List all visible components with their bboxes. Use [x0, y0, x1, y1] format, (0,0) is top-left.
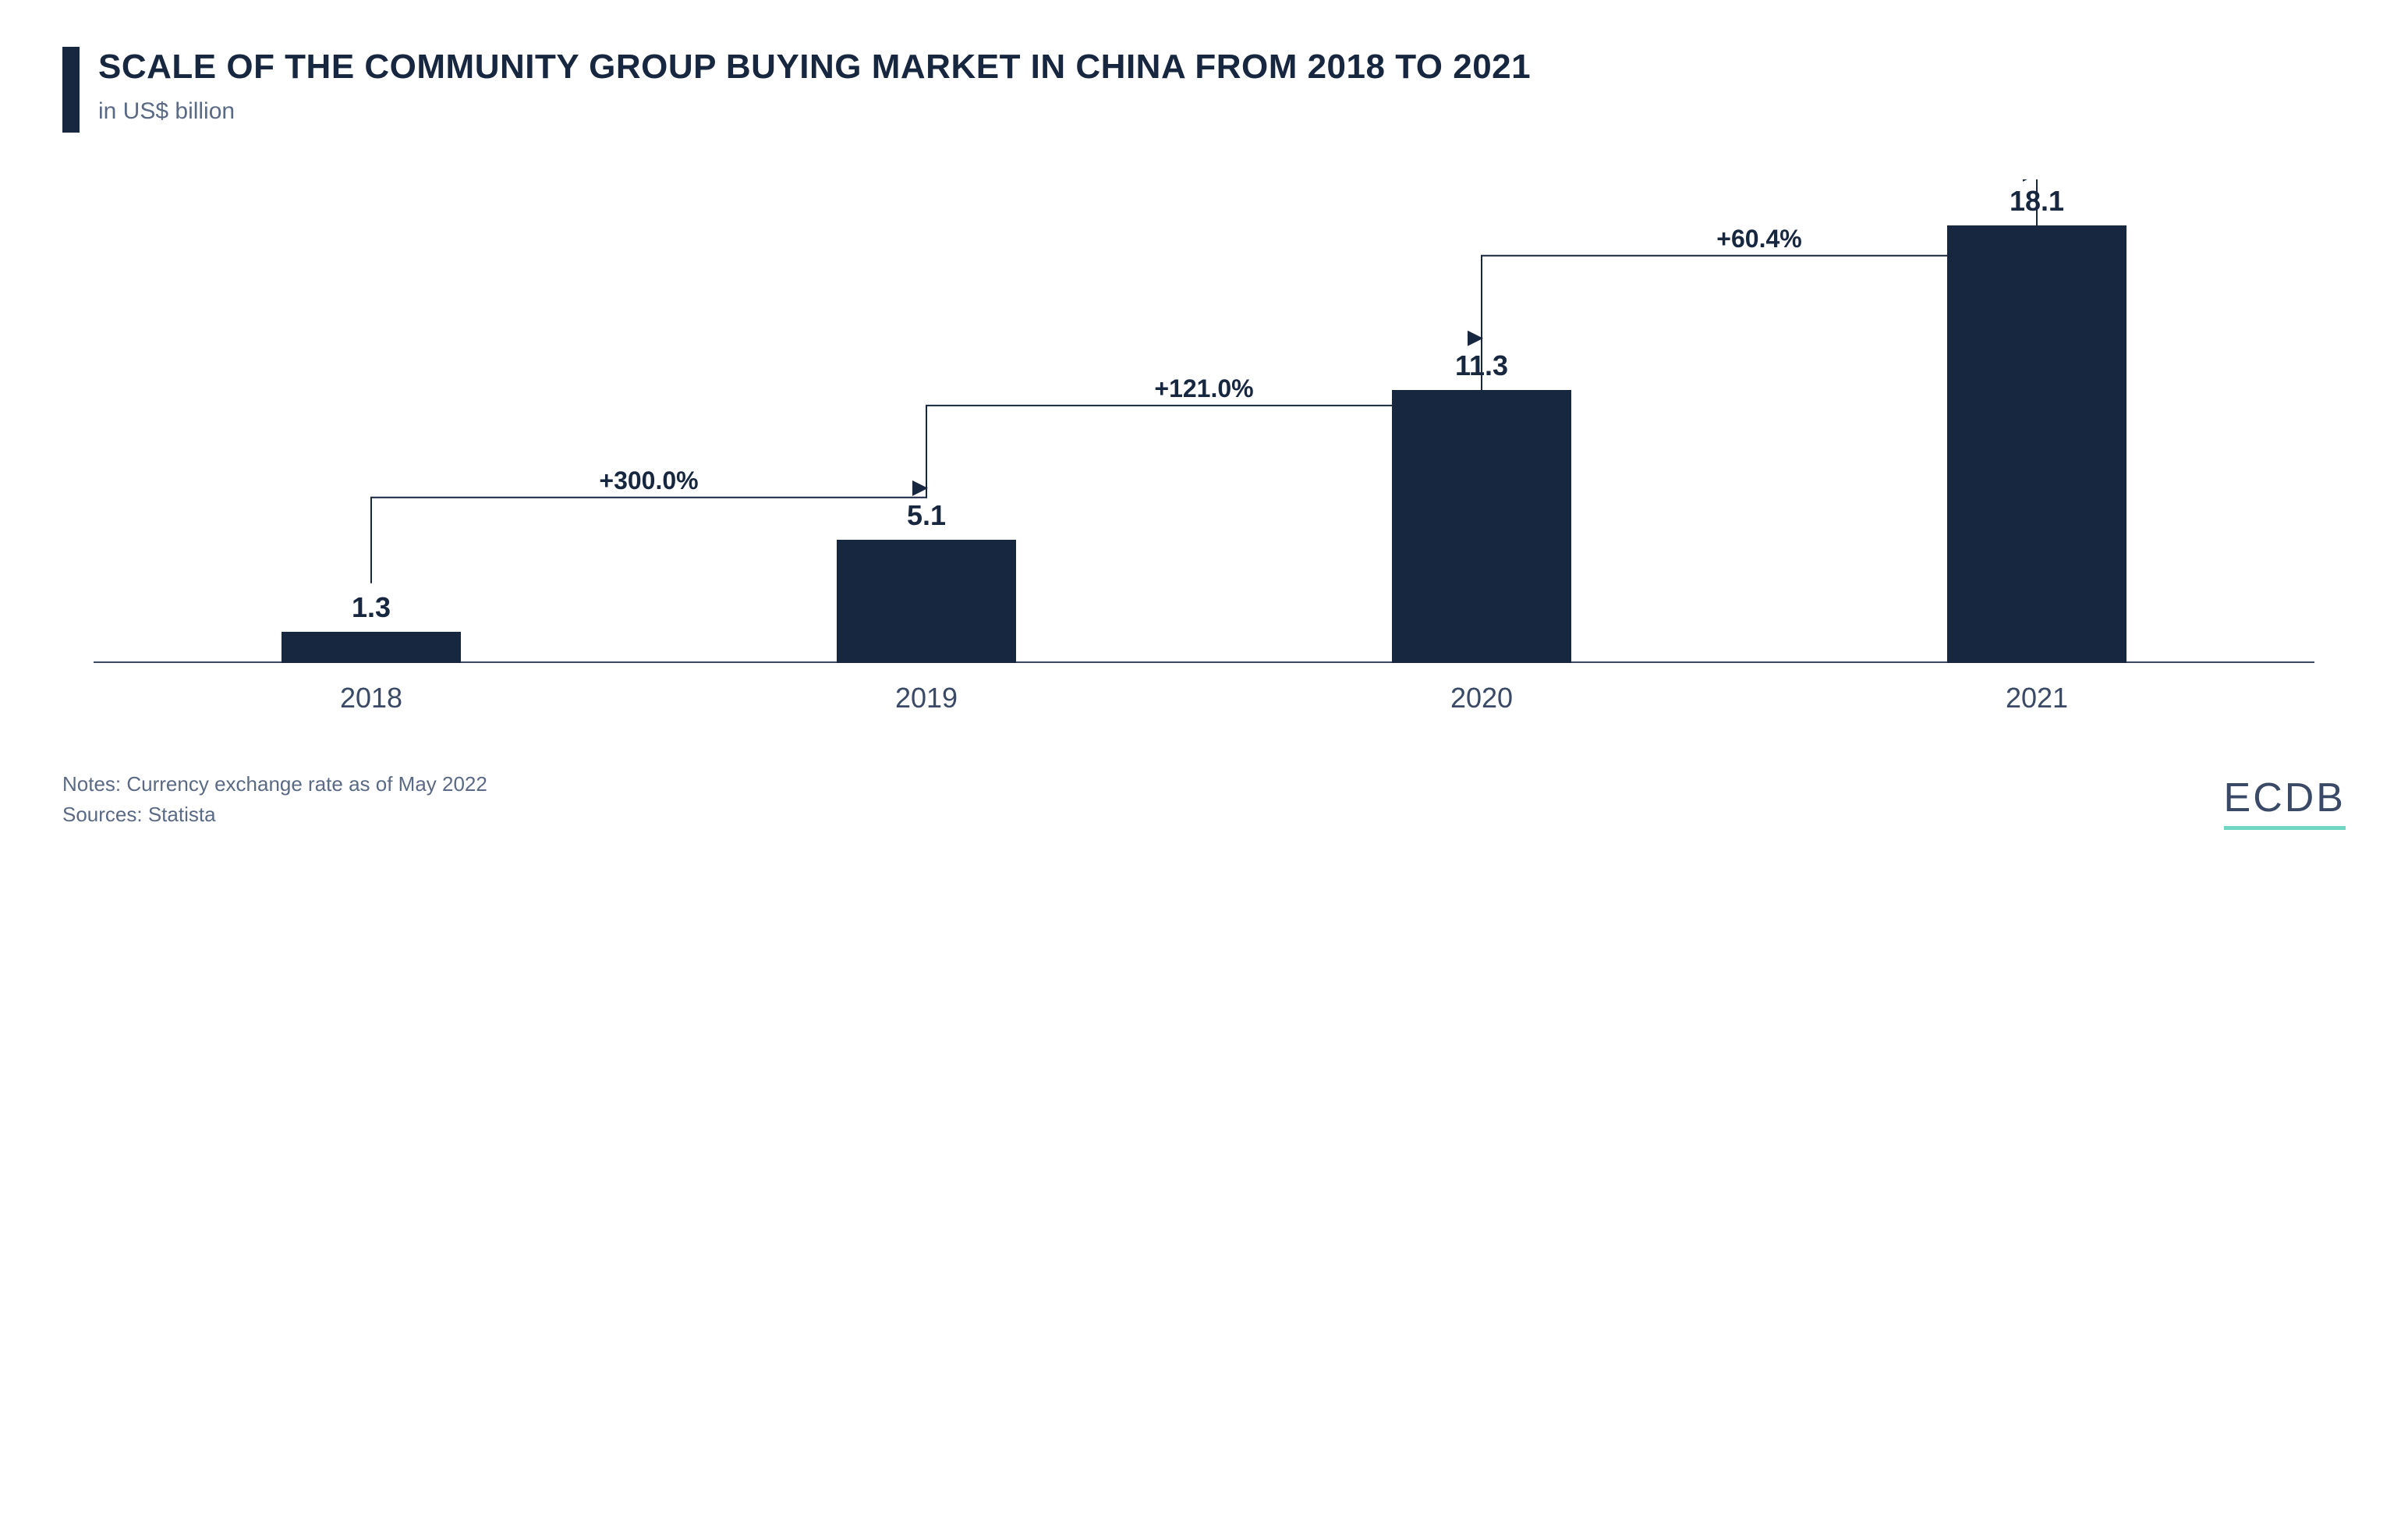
bar-value-label: 5.1	[907, 499, 946, 532]
x-axis-tick: 2019	[649, 682, 1204, 714]
title-accent-bar	[62, 47, 80, 133]
bar-chart: 1.3 5.1 11.3 18.1 +300.0% +121.0% +60.4%	[94, 179, 2314, 663]
bar-value-label: 18.1	[2010, 185, 2064, 218]
footer-sources: Sources: Statista	[62, 800, 487, 830]
footer-notes-block: Notes: Currency exchange rate as of May …	[62, 769, 487, 830]
ecdb-logo: ECDB	[2224, 775, 2346, 830]
chart-footer: Notes: Currency exchange rate as of May …	[62, 769, 2346, 830]
chart-area: 1.3 5.1 11.3 18.1 +300.0% +121.0% +60.4% 2018…	[94, 179, 2314, 714]
bar-column: 18.1	[1759, 179, 2314, 663]
x-axis-tick: 2021	[1759, 682, 2314, 714]
bar-value-label: 1.3	[352, 591, 391, 624]
bar-column: 11.3	[1204, 179, 1759, 663]
bar-rect	[282, 632, 461, 663]
chart-subtitle: in US$ billion	[98, 98, 2346, 125]
title-block: SCALE OF THE COMMUNITY GROUP BUYING MARK…	[98, 47, 2346, 125]
bars-container: 1.3 5.1 11.3 18.1	[94, 179, 2314, 663]
x-axis-labels: 2018201920202021	[94, 682, 2314, 714]
chart-title: SCALE OF THE COMMUNITY GROUP BUYING MARK…	[98, 47, 2346, 87]
footer-notes: Notes: Currency exchange rate as of May …	[62, 769, 487, 800]
x-axis-tick: 2018	[94, 682, 649, 714]
bar-column: 5.1	[649, 179, 1204, 663]
bar-column: 1.3	[94, 179, 649, 663]
bar-rect	[1392, 390, 1571, 663]
bar-rect	[837, 540, 1016, 663]
growth-label: +300.0%	[599, 466, 698, 495]
bar-rect	[1947, 225, 2126, 663]
growth-label: +121.0%	[1154, 374, 1253, 403]
chart-header: SCALE OF THE COMMUNITY GROUP BUYING MARK…	[62, 47, 2346, 133]
growth-label: +60.4%	[1716, 225, 1801, 254]
bar-value-label: 11.3	[1455, 349, 1508, 382]
x-axis-tick: 2020	[1204, 682, 1759, 714]
